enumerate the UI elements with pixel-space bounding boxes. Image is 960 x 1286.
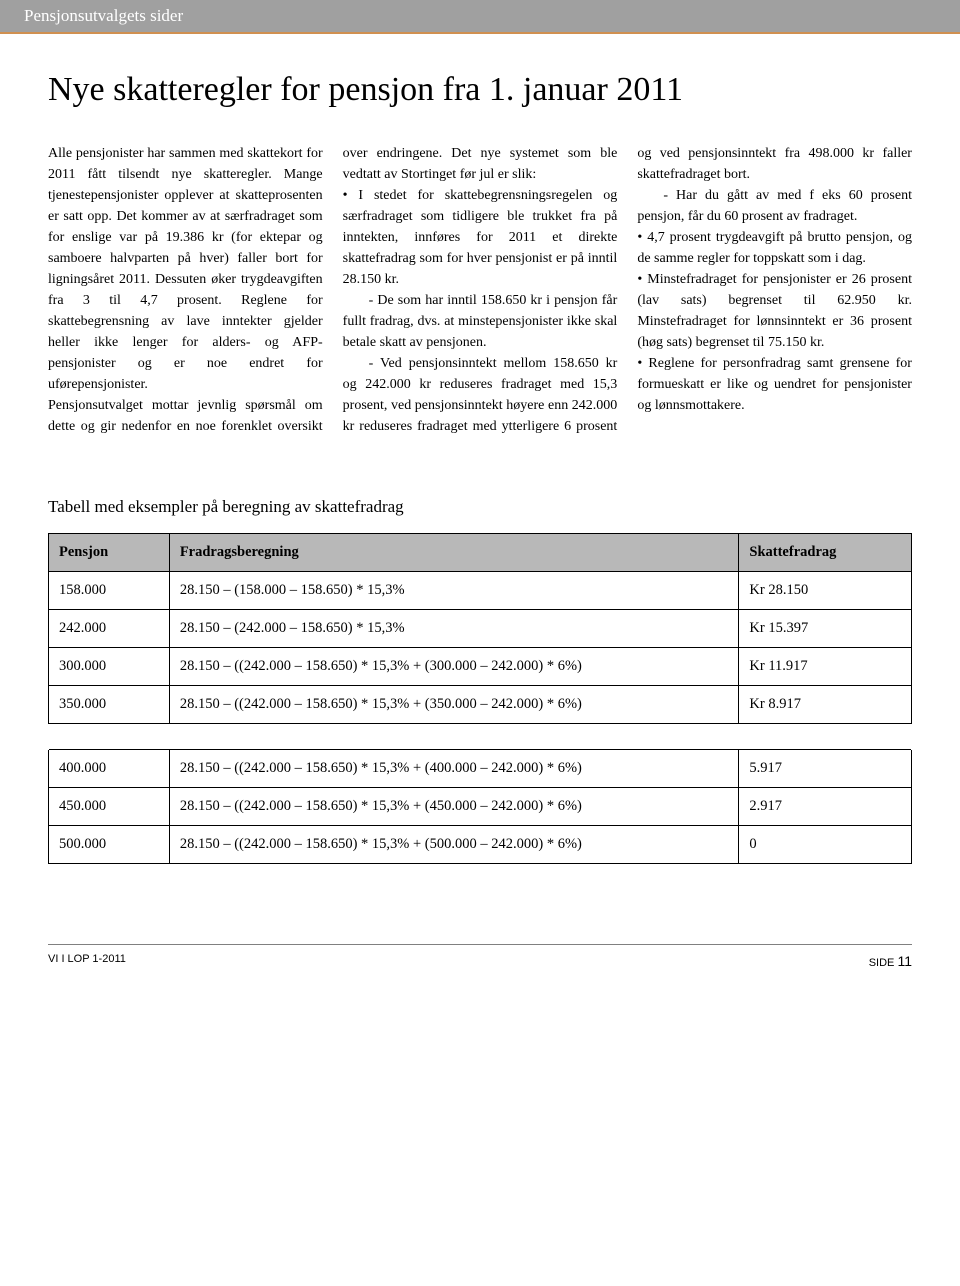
table-row: 500.000 28.150 – ((242.000 – 158.650) * … bbox=[49, 825, 912, 863]
cell-pension: 400.000 bbox=[49, 749, 170, 787]
body-bullet: • I stedet for skattebegrensningsregelen… bbox=[343, 185, 618, 290]
cell-deduction: Kr 8.917 bbox=[739, 685, 912, 723]
cell-calc: 28.150 – (242.000 – 158.650) * 15,3% bbox=[169, 609, 739, 647]
body-bullet: • 4,7 prosent trygdeavgift på brutto pen… bbox=[637, 227, 912, 269]
body-bullet: • Minstefradraget for pensjonister er 26… bbox=[637, 269, 912, 353]
cell-pension: 158.000 bbox=[49, 571, 170, 609]
cell-calc: 28.150 – ((242.000 – 158.650) * 15,3% + … bbox=[169, 685, 739, 723]
col-calc: Fradragsberegning bbox=[169, 533, 739, 571]
footer-page-number: 11 bbox=[897, 953, 912, 969]
cell-pension: 450.000 bbox=[49, 787, 170, 825]
cell-deduction: 0 bbox=[739, 825, 912, 863]
col-deduction: Skattefradrag bbox=[739, 533, 912, 571]
cell-calc: 28.150 – ((242.000 – 158.650) * 15,3% + … bbox=[169, 749, 739, 787]
section-header-bar: Pensjonsutvalgets sider bbox=[0, 0, 960, 34]
tax-deduction-table: Pensjon Fradragsberegning Skattefradrag … bbox=[48, 533, 912, 864]
cell-calc: 28.150 – (158.000 – 158.650) * 15,3% bbox=[169, 571, 739, 609]
table-row: 350.000 28.150 – ((242.000 – 158.650) * … bbox=[49, 685, 912, 723]
section-label: Pensjonsutvalgets sider bbox=[24, 6, 183, 25]
page-content: Nye skatteregler for pensjon fra 1. janu… bbox=[0, 34, 960, 997]
cell-deduction: Kr 11.917 bbox=[739, 647, 912, 685]
cell-pension: 500.000 bbox=[49, 825, 170, 863]
cell-deduction: Kr 15.397 bbox=[739, 609, 912, 647]
table-header: Pensjon Fradragsberegning Skattefradrag bbox=[49, 533, 912, 571]
body-subbullet: - De som har inntil 158.650 kr i pensjon… bbox=[343, 290, 618, 353]
body-subbullet: - Har du gått av med f eks 60 prosent pe… bbox=[637, 185, 912, 227]
col-pension: Pensjon bbox=[49, 533, 170, 571]
table-title: Tabell med eksempler på beregning av ska… bbox=[48, 497, 912, 517]
table-row: 400.000 28.150 – ((242.000 – 158.650) * … bbox=[49, 749, 912, 787]
footer-page: SIDE 11 bbox=[869, 953, 912, 969]
footer-side-label: SIDE bbox=[869, 957, 895, 969]
cell-pension: 300.000 bbox=[49, 647, 170, 685]
cell-pension: 350.000 bbox=[49, 685, 170, 723]
table-row: 242.000 28.150 – (242.000 – 158.650) * 1… bbox=[49, 609, 912, 647]
article-body: Alle pensjonister har sammen med skattek… bbox=[48, 143, 912, 437]
page-title: Nye skatteregler for pensjon fra 1. janu… bbox=[48, 70, 912, 111]
table-body: 158.000 28.150 – (158.000 – 158.650) * 1… bbox=[49, 571, 912, 863]
cell-calc: 28.150 – ((242.000 – 158.650) * 15,3% + … bbox=[169, 647, 739, 685]
cell-calc: 28.150 – ((242.000 – 158.650) * 15,3% + … bbox=[169, 787, 739, 825]
page-footer: VI I LOP 1-2011 SIDE 11 bbox=[48, 944, 912, 977]
body-bullet: • Reglene for personfradrag samt grensen… bbox=[637, 353, 912, 416]
cell-deduction: 5.917 bbox=[739, 749, 912, 787]
cell-deduction: Kr 28.150 bbox=[739, 571, 912, 609]
cell-calc: 28.150 – ((242.000 – 158.650) * 15,3% + … bbox=[169, 825, 739, 863]
cell-deduction: 2.917 bbox=[739, 787, 912, 825]
table-spacer bbox=[49, 723, 912, 749]
body-paragraph: Alle pensjonister har sammen med skattek… bbox=[48, 143, 323, 395]
table-row: 158.000 28.150 – (158.000 – 158.650) * 1… bbox=[49, 571, 912, 609]
footer-issue: VI I LOP 1-2011 bbox=[48, 953, 126, 969]
table-row: 300.000 28.150 – ((242.000 – 158.650) * … bbox=[49, 647, 912, 685]
table-row: 450.000 28.150 – ((242.000 – 158.650) * … bbox=[49, 787, 912, 825]
cell-pension: 242.000 bbox=[49, 609, 170, 647]
